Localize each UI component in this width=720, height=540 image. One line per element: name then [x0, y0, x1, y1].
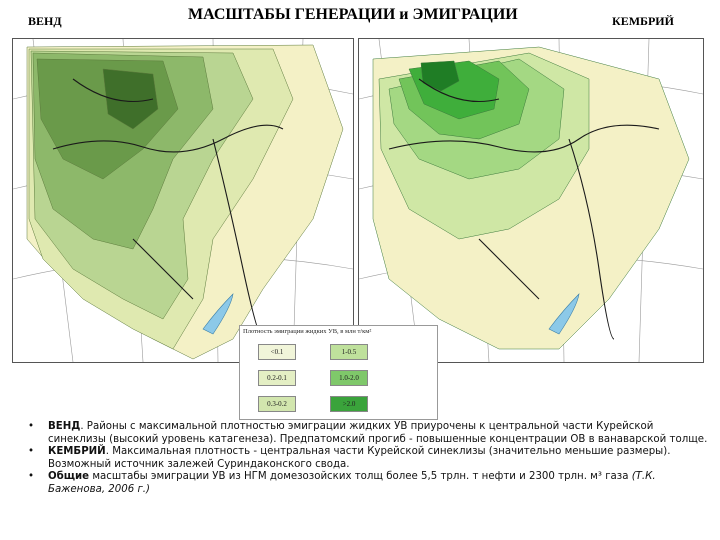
legend-item: <0.1 — [258, 344, 296, 360]
legend-item-label: 0.3-0.2 — [267, 400, 287, 408]
vend-map-label: ВЕНД — [28, 14, 62, 28]
legend-item-label: 0.2-0.1 — [267, 374, 287, 382]
vend-map — [12, 38, 354, 363]
legend-item: 1-0.5 — [330, 344, 368, 360]
cambrian-map — [358, 38, 704, 363]
note-cambrian-text: . Максимальная плотность - центральная ч… — [48, 446, 671, 470]
legend-item: 1.0-2.0 — [330, 370, 368, 386]
note-vend-text: . Районы с максимальной плотностью эмигр… — [48, 421, 708, 445]
bullet: • — [28, 446, 35, 458]
legend-item-label: 1.0-2.0 — [339, 374, 359, 382]
cambrian-rivers — [388, 78, 660, 340]
bullet: • — [28, 421, 35, 432]
cambrian-map-label: КЕМБРИЙ — [612, 14, 674, 28]
legend-item: 0.2-0.1 — [258, 370, 296, 386]
note-cambrian-bold: КЕМБРИЙ — [48, 446, 106, 458]
legend-item-label: >2.0 — [342, 400, 356, 408]
legend-item: >2.0 — [330, 396, 368, 412]
notes-list: • ВЕНД. Районы с максимальной плотностью… — [28, 421, 708, 497]
note-vend-bold: ВЕНД — [48, 421, 81, 432]
cambrian-baikal-lake — [548, 293, 580, 335]
legend-title: Плотность эмиграции жидких УВ, в млн т/к… — [243, 328, 372, 335]
vend-zone-5 — [102, 68, 159, 130]
legend-item: 0.3-0.2 — [258, 396, 296, 412]
note-general-text: масштабы эмиграции УВ из НГМ домезозойск… — [89, 471, 632, 483]
note-cambrian: • КЕМБРИЙ. Максимальная плотность - цент… — [28, 446, 708, 471]
bullet: • — [28, 471, 35, 483]
vend-baikal-lake — [202, 293, 234, 335]
map-legend: Плотность эмиграции жидких УВ, в млн т/к… — [239, 325, 438, 420]
note-general: • Общие масштабы эмиграции УВ из НГМ дом… — [28, 471, 708, 496]
note-vend: • ВЕНД. Районы с максимальной плотностью… — [28, 421, 708, 446]
note-citation: (Т.К. Баженова, 2006 г.) — [48, 471, 656, 495]
note-general-bold: Общие — [48, 471, 90, 483]
cambrian-map-svg — [359, 39, 703, 362]
legend-item-label: <0.1 — [270, 348, 284, 356]
cambrian-zone-5 — [420, 60, 460, 92]
page-title: МАСШТАБЫ ГЕНЕРАЦИИ и ЭМИГРАЦИИ — [188, 6, 518, 23]
vend-map-svg — [13, 39, 353, 362]
legend-item-label: 1-0.5 — [341, 348, 357, 356]
